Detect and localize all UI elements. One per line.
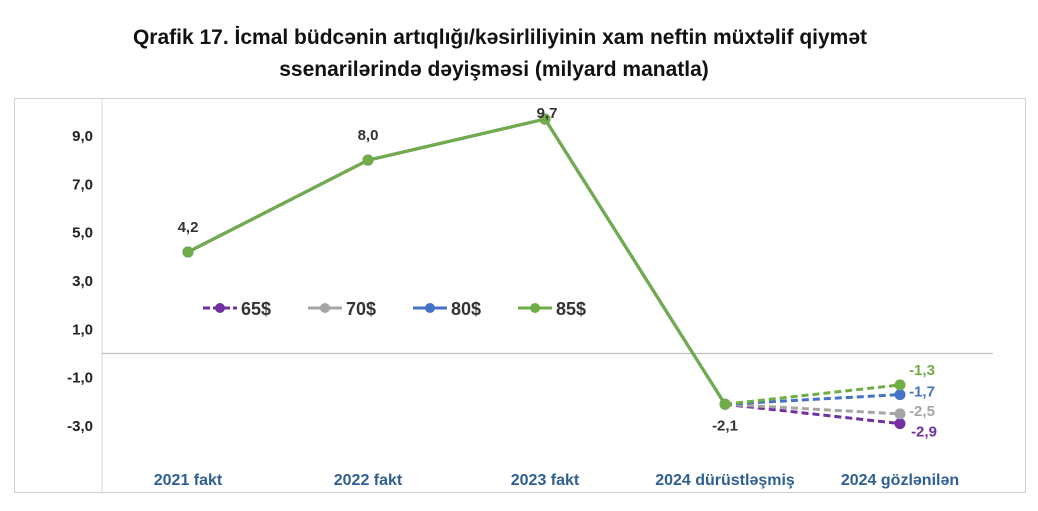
chart-title: Qrafik 17. İcmal büdcənin artıqlığı/kəsi…	[0, 22, 1038, 86]
series-end-label: -1,3	[909, 362, 935, 379]
data-label: 4,2	[178, 219, 199, 236]
legend-swatch-marker	[530, 303, 540, 313]
legend-label: 85$	[556, 299, 586, 319]
series-line	[187, 117, 727, 406]
x-category-label: 2022 fakt	[334, 472, 403, 489]
data-point	[894, 389, 906, 401]
data-point	[362, 154, 374, 166]
legend-swatch-marker	[215, 303, 225, 313]
series-line	[187, 117, 727, 406]
series-line	[187, 117, 727, 406]
series-dashed-segment	[724, 402, 901, 416]
chart-title-line-2: ssenarilərində dəyişməsi (milyard manatl…	[279, 58, 709, 81]
data-label: 8,0	[358, 127, 379, 144]
data-label: 9,7	[537, 105, 558, 122]
series-dashed-segment	[724, 402, 901, 426]
x-category-label: 2024 dürüstləşmiş	[655, 472, 795, 489]
chart-title-line-1: Qrafik 17. İcmal büdcənin artıqlığı/kəsi…	[132, 26, 868, 49]
x-category-label: 2024 gözlənilən	[841, 472, 959, 489]
y-tick-label: 9,0	[72, 128, 93, 145]
y-tick-label: 1,0	[72, 321, 93, 338]
x-category-label: 2021 fakt	[154, 472, 223, 489]
line-chart: 9,0 7,0 5,0 3,0 1,0 -1,0 -3,0 2021 fakt 2022 fak…	[67, 99, 993, 494]
legend-label: 70$	[346, 299, 376, 319]
data-point	[539, 113, 551, 125]
series-dashed-segment	[724, 393, 901, 406]
data-point	[894, 379, 906, 391]
series-dashed-segment	[724, 383, 901, 406]
y-tick-label: 7,0	[72, 176, 93, 193]
chart-frame: 9,0 7,0 5,0 3,0 1,0 -1,0 -3,0 2021 fakt 2022 fak…	[14, 98, 1026, 494]
series-end-label: -2,5	[909, 403, 935, 420]
series-line	[187, 117, 727, 406]
data-point	[894, 418, 906, 430]
data-point	[182, 246, 194, 258]
data-point	[719, 398, 731, 410]
y-tick-label: 3,0	[72, 273, 93, 290]
series-end-label: -2,9	[911, 424, 937, 441]
legend-swatch-marker	[320, 303, 330, 313]
y-tick-label: 5,0	[72, 225, 93, 242]
legend-swatch-marker	[425, 303, 435, 313]
data-point	[894, 408, 906, 420]
data-label: -2,1	[712, 417, 738, 434]
y-tick-label: -1,0	[67, 370, 93, 387]
y-tick-label: -3,0	[67, 418, 93, 435]
x-category-label: 2023 fakt	[511, 472, 580, 489]
legend-label: 65$	[241, 299, 271, 319]
legend-label: 80$	[451, 299, 481, 319]
series-end-label: -1,7	[909, 384, 935, 401]
